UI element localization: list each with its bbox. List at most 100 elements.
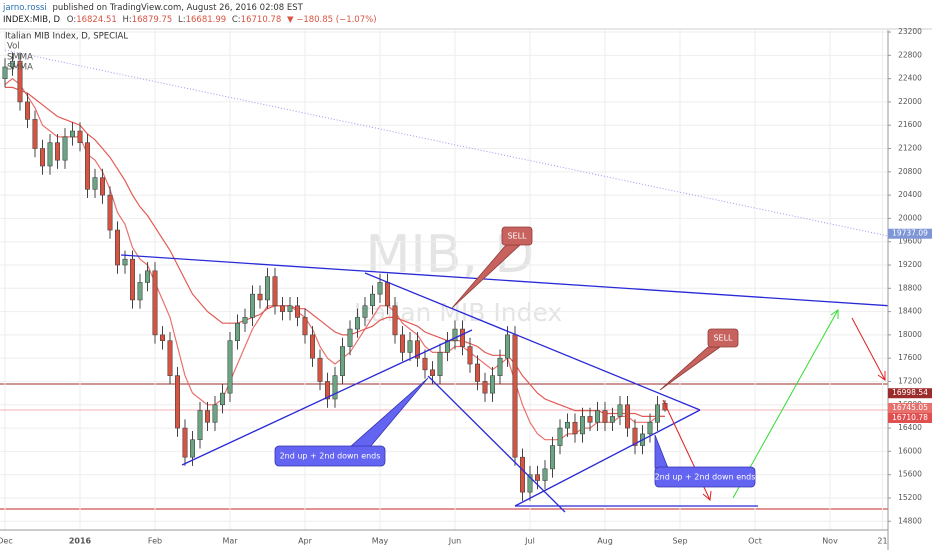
y-tick-label: 18800: [898, 283, 922, 292]
price-label: 19737.09: [892, 229, 928, 238]
candle-body: [549, 445, 555, 470]
candle-body: [85, 142, 91, 190]
y-tick-label: 20000: [898, 213, 922, 222]
candle-body: [54, 142, 60, 161]
x-tick-label: Oct: [748, 537, 762, 546]
candle-body: [205, 410, 211, 423]
candle-body: [332, 375, 338, 400]
candle-body: [115, 229, 121, 266]
candle-body: [354, 317, 360, 330]
x-tick-label: Nov: [822, 537, 838, 546]
price-label: 16745.05: [892, 403, 928, 412]
indicator-label: SMMA: [7, 53, 33, 63]
candle-body: [527, 474, 533, 493]
ohlc-value: 16824.51: [76, 15, 117, 25]
candle-body: [602, 410, 608, 423]
candle-body: [70, 130, 76, 138]
callout: 2nd up + 2nd down ends: [655, 434, 756, 488]
candle-body: [197, 410, 203, 441]
published-line: jarno.rossi published on TradingView.com…: [2, 3, 304, 13]
candle-body: [452, 328, 458, 342]
candle-body: [92, 177, 98, 190]
candle-body: [392, 305, 398, 336]
candle-body: [437, 352, 443, 376]
candle-body: [399, 334, 405, 353]
callout-text: SELL: [713, 334, 733, 343]
trend-line: [364, 272, 701, 411]
candle-body: [24, 101, 30, 120]
candle-body: [309, 334, 315, 359]
candle-body: [137, 282, 143, 301]
x-tick-label: Apr: [298, 537, 313, 546]
y-tick-label: 16000: [898, 446, 922, 455]
x-tick-label: 2016: [69, 537, 92, 546]
trend-line: [427, 375, 566, 513]
smma-line: [4, 77, 665, 441]
candle-body: [242, 317, 248, 324]
candle-body: [272, 276, 278, 307]
candle-body: [190, 439, 196, 458]
candle-body: [302, 317, 308, 336]
y-tick-label: 22800: [898, 50, 922, 59]
ohlc-label: O:: [67, 15, 76, 25]
candle-body: [2, 66, 8, 79]
candle-body: [47, 142, 53, 167]
x-tick-label: Dec: [0, 537, 13, 546]
arrow: [851, 317, 886, 381]
candle-body: [100, 177, 106, 196]
candle-body: [279, 305, 285, 312]
candle-body: [467, 346, 473, 365]
candle-body: [654, 404, 660, 423]
candle-body: [609, 416, 615, 423]
candle-body: [474, 363, 480, 382]
x-tick-label: Mar: [222, 537, 238, 546]
candle-body: [10, 60, 16, 68]
y-tick-label: 21600: [898, 120, 922, 129]
candle-body: [377, 282, 383, 295]
candle-body: [369, 293, 375, 307]
candle-body: [257, 293, 263, 301]
candle-body: [62, 136, 68, 161]
candle-body: [429, 369, 435, 376]
callout-text: 2nd up + 2nd down ends: [655, 473, 756, 482]
candle-body: [220, 392, 226, 406]
y-tick-label: 14800: [898, 516, 922, 525]
y-tick-label: 20400: [898, 190, 922, 199]
candle-body: [182, 427, 188, 458]
candle-body: [542, 468, 548, 481]
candle-body: [264, 276, 270, 301]
candle-body: [160, 334, 166, 342]
candle-body: [347, 328, 353, 347]
candle-body: [422, 357, 428, 371]
candle-body: [572, 421, 578, 435]
candle-body: [39, 148, 45, 167]
ohlc-value: 16710.78: [241, 15, 282, 25]
y-tick-label: 22000: [898, 97, 922, 106]
ohlc-label: L:: [178, 15, 186, 25]
candle-body: [175, 375, 181, 429]
candle-body: [594, 410, 600, 423]
candle-body: [482, 381, 488, 394]
y-tick-label: 17600: [898, 353, 922, 362]
y-tick-label: 18400: [898, 307, 922, 316]
candle-body: [579, 416, 585, 435]
callout: 2nd up + 2nd down ends: [274, 377, 429, 467]
trend-line: [181, 329, 473, 466]
symbol: INDEX:MIB, D: [3, 15, 61, 25]
y-tick-label: 15200: [898, 493, 922, 502]
price-axis-bg: [888, 0, 932, 550]
callout-text: 2nd up + 2nd down ends: [280, 452, 381, 461]
indicator-label: SMMA: [7, 63, 33, 73]
callout-text: SELL: [507, 232, 527, 241]
ohlc-value: 16879.75: [132, 15, 173, 25]
candle-body: [489, 375, 495, 394]
candle-body: [167, 340, 173, 376]
price-label-bg: [888, 412, 932, 423]
candle-body: [534, 474, 540, 481]
y-tick-label: 16400: [898, 423, 922, 432]
x-tick-label: Feb: [148, 537, 162, 546]
price-label: 16710.78: [892, 413, 928, 422]
